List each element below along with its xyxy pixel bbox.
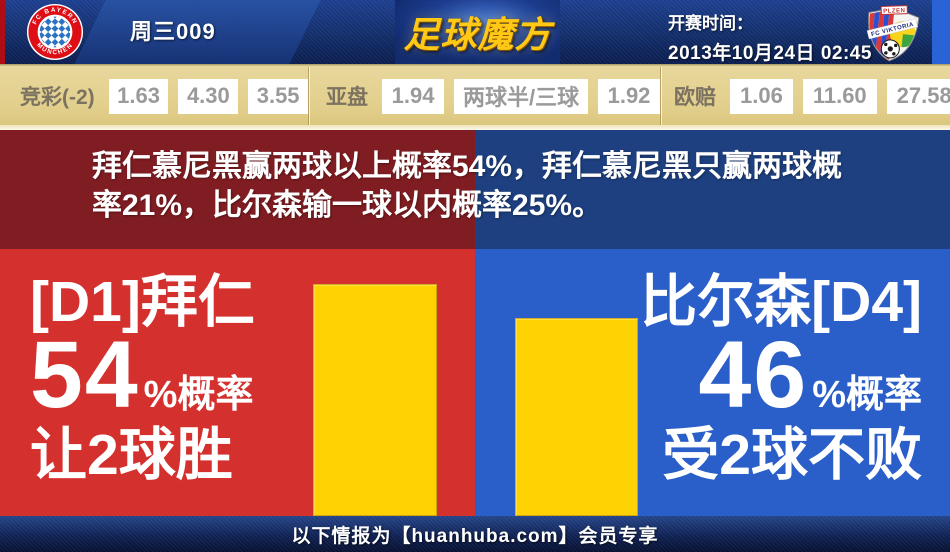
away-probability-bar (515, 318, 638, 516)
odds-value-home-win: 1.63 (108, 78, 169, 114)
odds-value-draw: 4.30 (178, 78, 239, 114)
home-team-name: [D1]拜仁 (30, 270, 255, 334)
odds-value-handicap-line: 两球半/三球 (454, 78, 588, 114)
away-outcome: 受2球不败 (662, 423, 922, 487)
odds-label-oupei: 欧赔 (674, 86, 716, 109)
home-probability: 54 %概率 (30, 322, 254, 440)
odds-divider (660, 67, 662, 125)
odds-section-oupei: 欧赔 1.06 11.60 27.58 (662, 67, 950, 125)
odds-value-handicap-away: 1.92 (597, 78, 661, 114)
home-probability-value: 54 (30, 322, 140, 428)
odds-bar: 竞彩(-2) 1.63 4.30 3.55 亚盘 1.94 两球半/三球 1.9… (0, 67, 950, 125)
brand-logo: 足球魔方 (395, 0, 560, 64)
plzen-banner-text: PLZEN (883, 8, 905, 15)
left-red-stripe (0, 0, 5, 64)
kickoff-time: 2013年10月24日 02:45 (668, 43, 872, 64)
summary-line-2: 率21%，比尔森输一球以内概率25%。 (92, 189, 603, 222)
odds-value-euro-home: 1.06 (730, 78, 793, 114)
viktoria-plzen-crest-icon: FC VIKTORIA PLZEN (859, 3, 925, 68)
odds-section-yapan: 亚盘 1.94 两球半/三球 1.92 (310, 67, 661, 125)
summary-band-home (0, 130, 475, 249)
odds-section-jingcai: 竞彩(-2) 1.63 4.30 3.55 (0, 67, 309, 125)
odds-value-euro-draw: 11.60 (802, 78, 877, 114)
header: FC BAYERN MÜNCHEN 周三009 足球魔方 开赛时间： 2013年… (0, 0, 950, 64)
odds-value-euro-away: 27.58 (886, 78, 950, 114)
kickoff-block: 开赛时间： 2013年10月24日 02:45 (668, 9, 872, 65)
odds-value-away-win: 3.55 (248, 78, 309, 114)
summary-band-away (475, 130, 950, 249)
divider-strip-top (0, 64, 950, 67)
right-blue-stripe (932, 0, 950, 64)
match-code: 周三009 (130, 19, 216, 44)
footer-text: 以下情报为【huanhuba.com】会员专享 (291, 525, 659, 547)
divider-strip-mid (0, 125, 950, 130)
probability-stage: 拜仁慕尼黑赢两球以上概率54%，拜仁慕尼黑只赢两球概 率21%，比尔森输一球以内… (0, 130, 950, 516)
away-probability: 46 %概率 (698, 322, 922, 440)
home-outcome: 让2球胜 (30, 423, 233, 487)
odds-divider (308, 67, 310, 125)
footer: 以下情报为【huanhuba.com】会员专享 (0, 516, 950, 552)
home-probability-bar (313, 284, 437, 516)
summary-line-1: 拜仁慕尼黑赢两球以上概率54%，拜仁慕尼黑只赢两球概 (92, 150, 843, 183)
bayern-munich-crest-icon: FC BAYERN MÜNCHEN (26, 3, 84, 66)
odds-label-yapan: 亚盘 (326, 86, 368, 109)
odds-value-handicap-home: 1.94 (382, 78, 445, 114)
brand-logo-text: 足球魔方 (403, 14, 552, 55)
away-team-name: 比尔森[D4] (640, 270, 922, 334)
away-probability-value: 46 (698, 322, 809, 428)
home-probability-suffix: %概率 (143, 374, 254, 416)
odds-label-jingcai: 竞彩(-2) (20, 86, 95, 109)
summary-text: 拜仁慕尼黑赢两球以上概率54%，拜仁慕尼黑只赢两球概 率21%，比尔森输一球以内… (92, 147, 912, 225)
away-probability-suffix: %概率 (812, 374, 922, 416)
kickoff-label: 开赛时间： (668, 14, 753, 33)
